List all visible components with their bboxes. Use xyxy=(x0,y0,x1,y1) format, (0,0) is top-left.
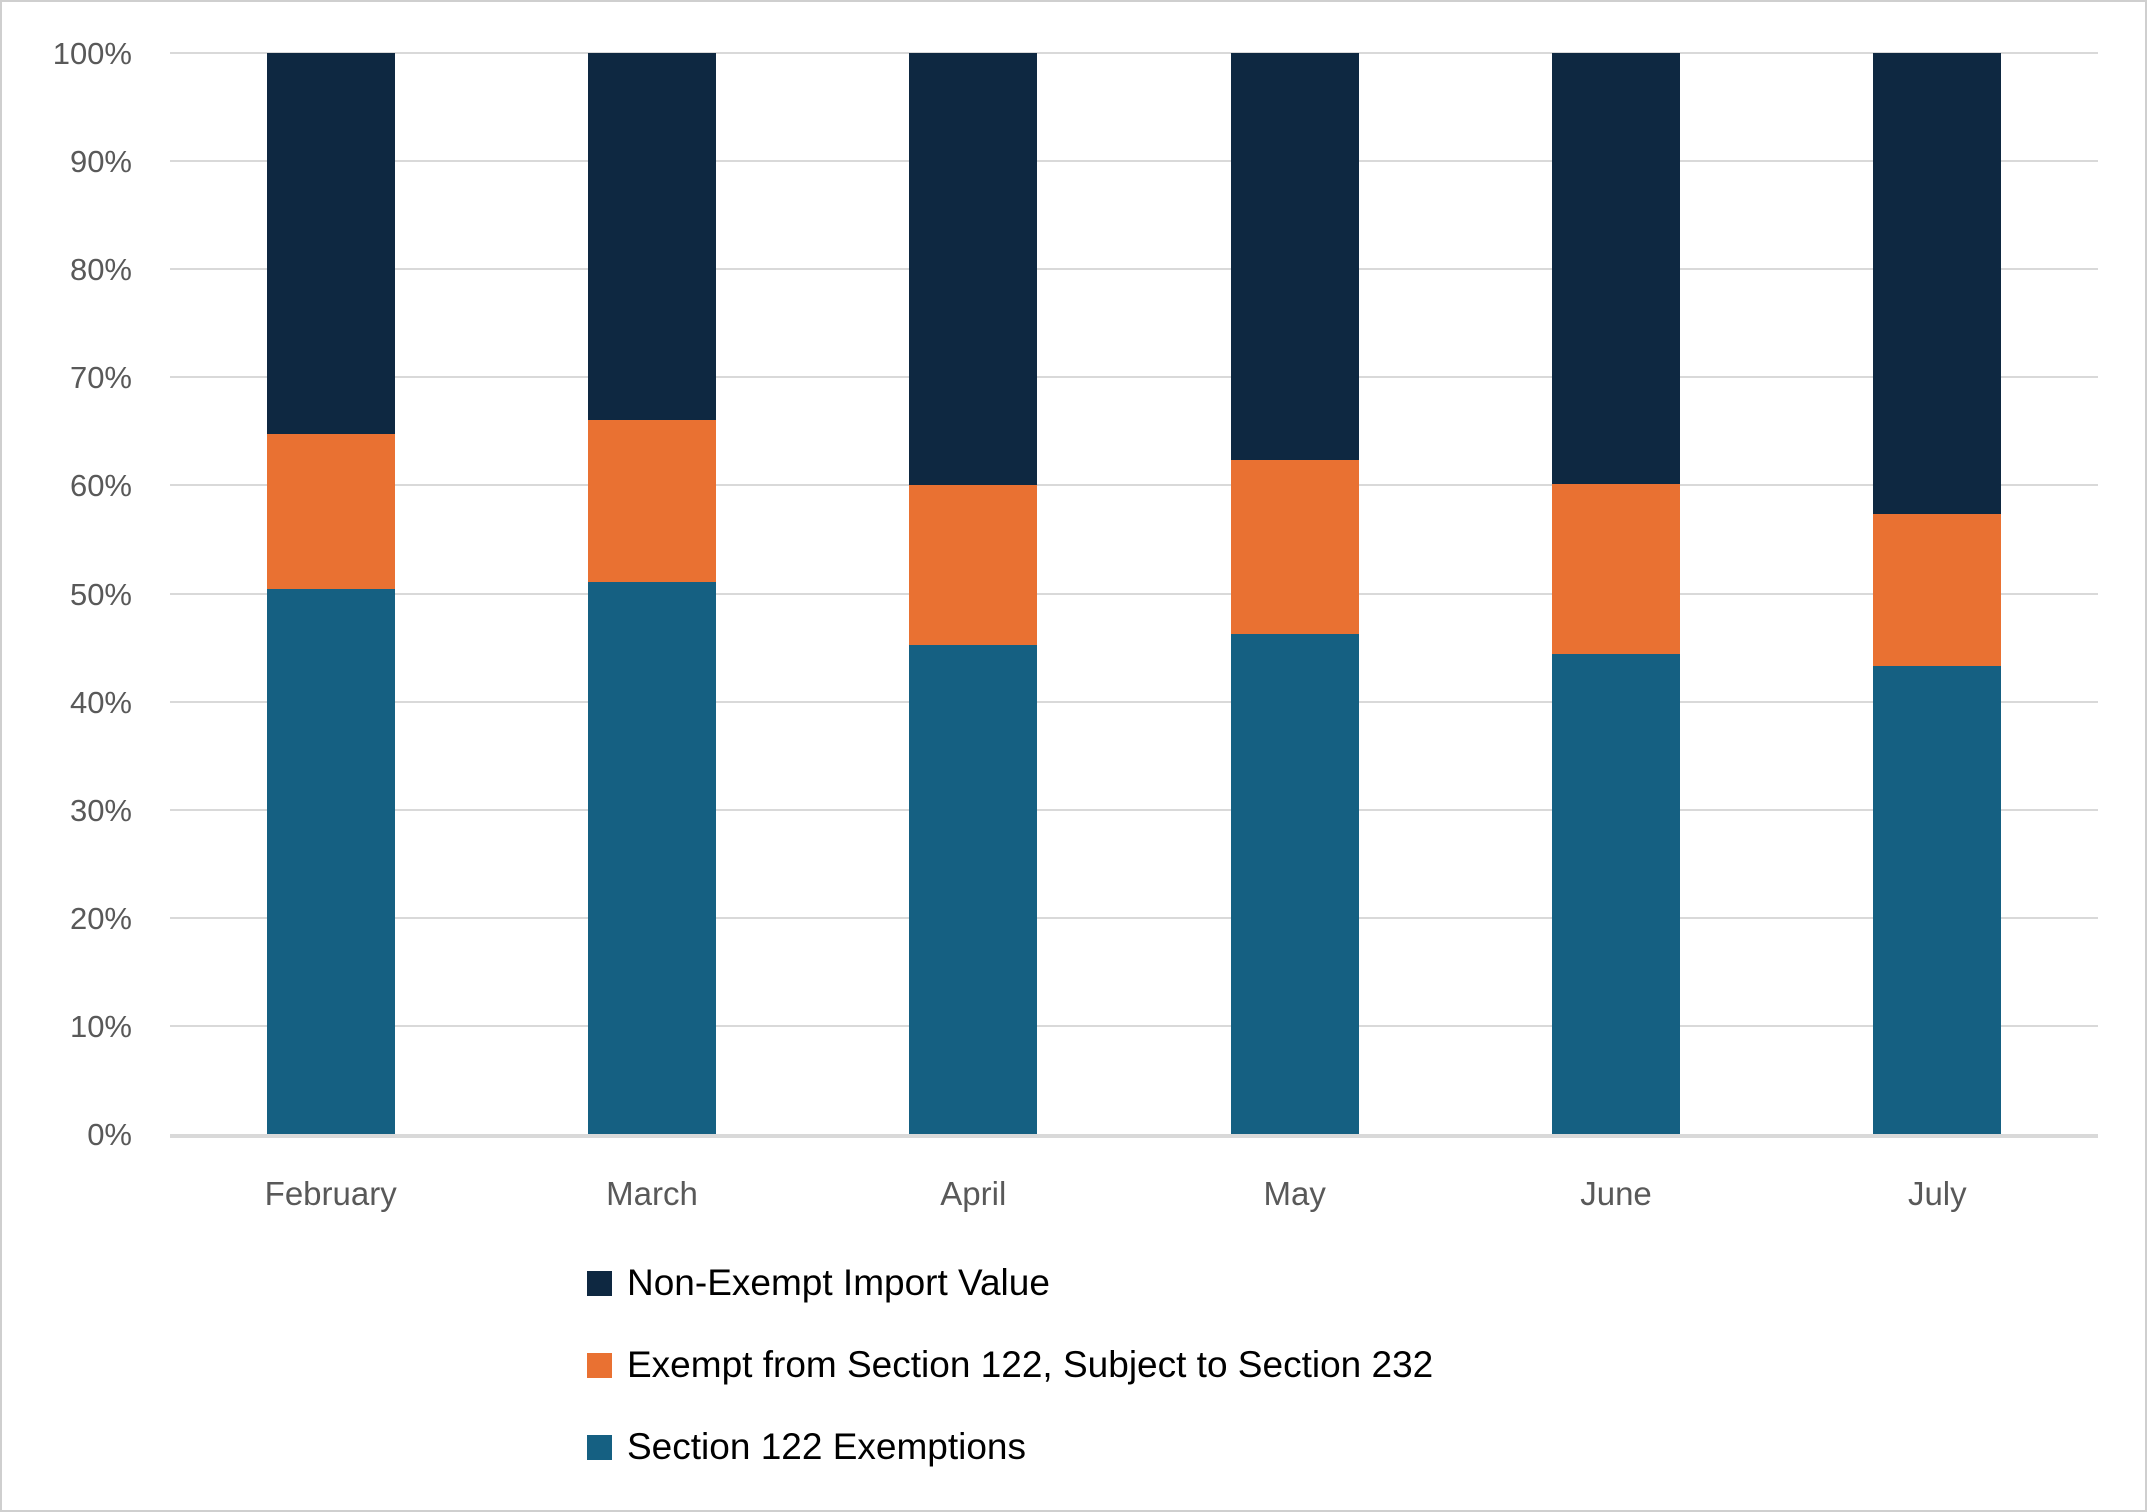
x-axis-line xyxy=(170,1134,2098,1138)
legend-swatch-orange-icon xyxy=(587,1352,612,1378)
gridline-70 xyxy=(170,376,2098,379)
xtick-label-may: May xyxy=(1263,1175,1326,1212)
bar-segment-february-non-exempt-import-value xyxy=(266,53,395,434)
ytick-label-80: 80% xyxy=(69,252,132,288)
legend-item-exempt-section-122-subject-232: Exempt from Section 122, Subject to Sect… xyxy=(587,1342,1433,1388)
ytick-label-60: 60% xyxy=(69,468,132,504)
bar-segment-july-section-122-exemptions xyxy=(1873,665,2002,1134)
legend-label-exempt-section-122-subject-232: Exempt from Section 122, Subject to Sect… xyxy=(627,1344,1434,1385)
bar-segment-may-non-exempt-import-value xyxy=(1230,53,1359,460)
bar-segment-july-non-exempt-import-value xyxy=(1873,53,2002,514)
ytick-label-100: 100% xyxy=(52,36,132,71)
ytick-label-70: 70% xyxy=(69,360,132,396)
ytick-label-90: 90% xyxy=(69,144,132,180)
ytick-label-0: 0% xyxy=(87,1117,132,1152)
gridline-80 xyxy=(170,268,2098,271)
xtick-label-february: February xyxy=(264,1175,397,1212)
xtick-label-june: June xyxy=(1580,1175,1652,1212)
bar-segment-march-section-122-exemptions xyxy=(588,581,716,1134)
legend-label-non-exempt-import-value: Non-Exempt Import Value xyxy=(627,1262,1050,1303)
legend-item-section-122-exemptions: Section 122 Exemptions xyxy=(587,1424,1433,1470)
bar-segment-march-non-exempt-import-value xyxy=(588,53,716,420)
gridline-100 xyxy=(170,52,2098,54)
bar-segment-may-section-122-exemptions xyxy=(1230,633,1359,1134)
legend-item-non-exempt-import-value: Non-Exempt Import Value xyxy=(587,1260,1433,1306)
bar-segment-june-exempt-from-section-122-subject-to-section-232 xyxy=(1552,484,1680,654)
gridline-50 xyxy=(170,592,2098,595)
bar-segment-may-exempt-from-section-122-subject-to-section-232 xyxy=(1230,459,1359,634)
bar-segment-april-section-122-exemptions xyxy=(909,645,1038,1134)
ytick-label-30: 30% xyxy=(69,792,132,828)
bar-segment-february-exempt-from-section-122-subject-to-section-232 xyxy=(266,433,395,590)
bar-segment-june-non-exempt-import-value xyxy=(1552,53,1680,485)
ytick-label-10: 10% xyxy=(69,1008,132,1044)
gridline-60 xyxy=(170,484,2098,487)
gridline-90 xyxy=(170,160,2098,163)
xtick-label-july: July xyxy=(1907,1175,1967,1212)
gridline-40 xyxy=(170,700,2098,703)
ytick-label-20: 20% xyxy=(69,900,132,936)
gridline-30 xyxy=(170,808,2098,811)
xtick-label-april: April xyxy=(940,1175,1007,1212)
bar-segment-april-non-exempt-import-value xyxy=(909,53,1038,486)
ytick-label-40: 40% xyxy=(69,684,132,720)
xtick-label-march: March xyxy=(606,1175,698,1212)
legend-swatch-teal-icon xyxy=(587,1434,612,1460)
ytick-label-50: 50% xyxy=(69,576,132,612)
bar-segment-march-exempt-from-section-122-subject-to-section-232 xyxy=(588,419,716,582)
bar-segment-april-exempt-from-section-122-subject-to-section-232 xyxy=(909,485,1038,646)
gridline-20 xyxy=(170,916,2098,919)
bar-segment-june-section-122-exemptions xyxy=(1552,654,1680,1134)
legend-label-section-122-exemptions: Section 122 Exemptions xyxy=(627,1426,1027,1467)
legend-swatch-navy-icon xyxy=(587,1270,612,1296)
bar-segment-july-exempt-from-section-122-subject-to-section-232 xyxy=(1873,513,2002,666)
bar-segment-february-section-122-exemptions xyxy=(266,589,395,1134)
gridline-10 xyxy=(170,1024,2098,1027)
legend: Non-Exempt Import Value Exempt from Sect… xyxy=(587,1260,1433,1470)
